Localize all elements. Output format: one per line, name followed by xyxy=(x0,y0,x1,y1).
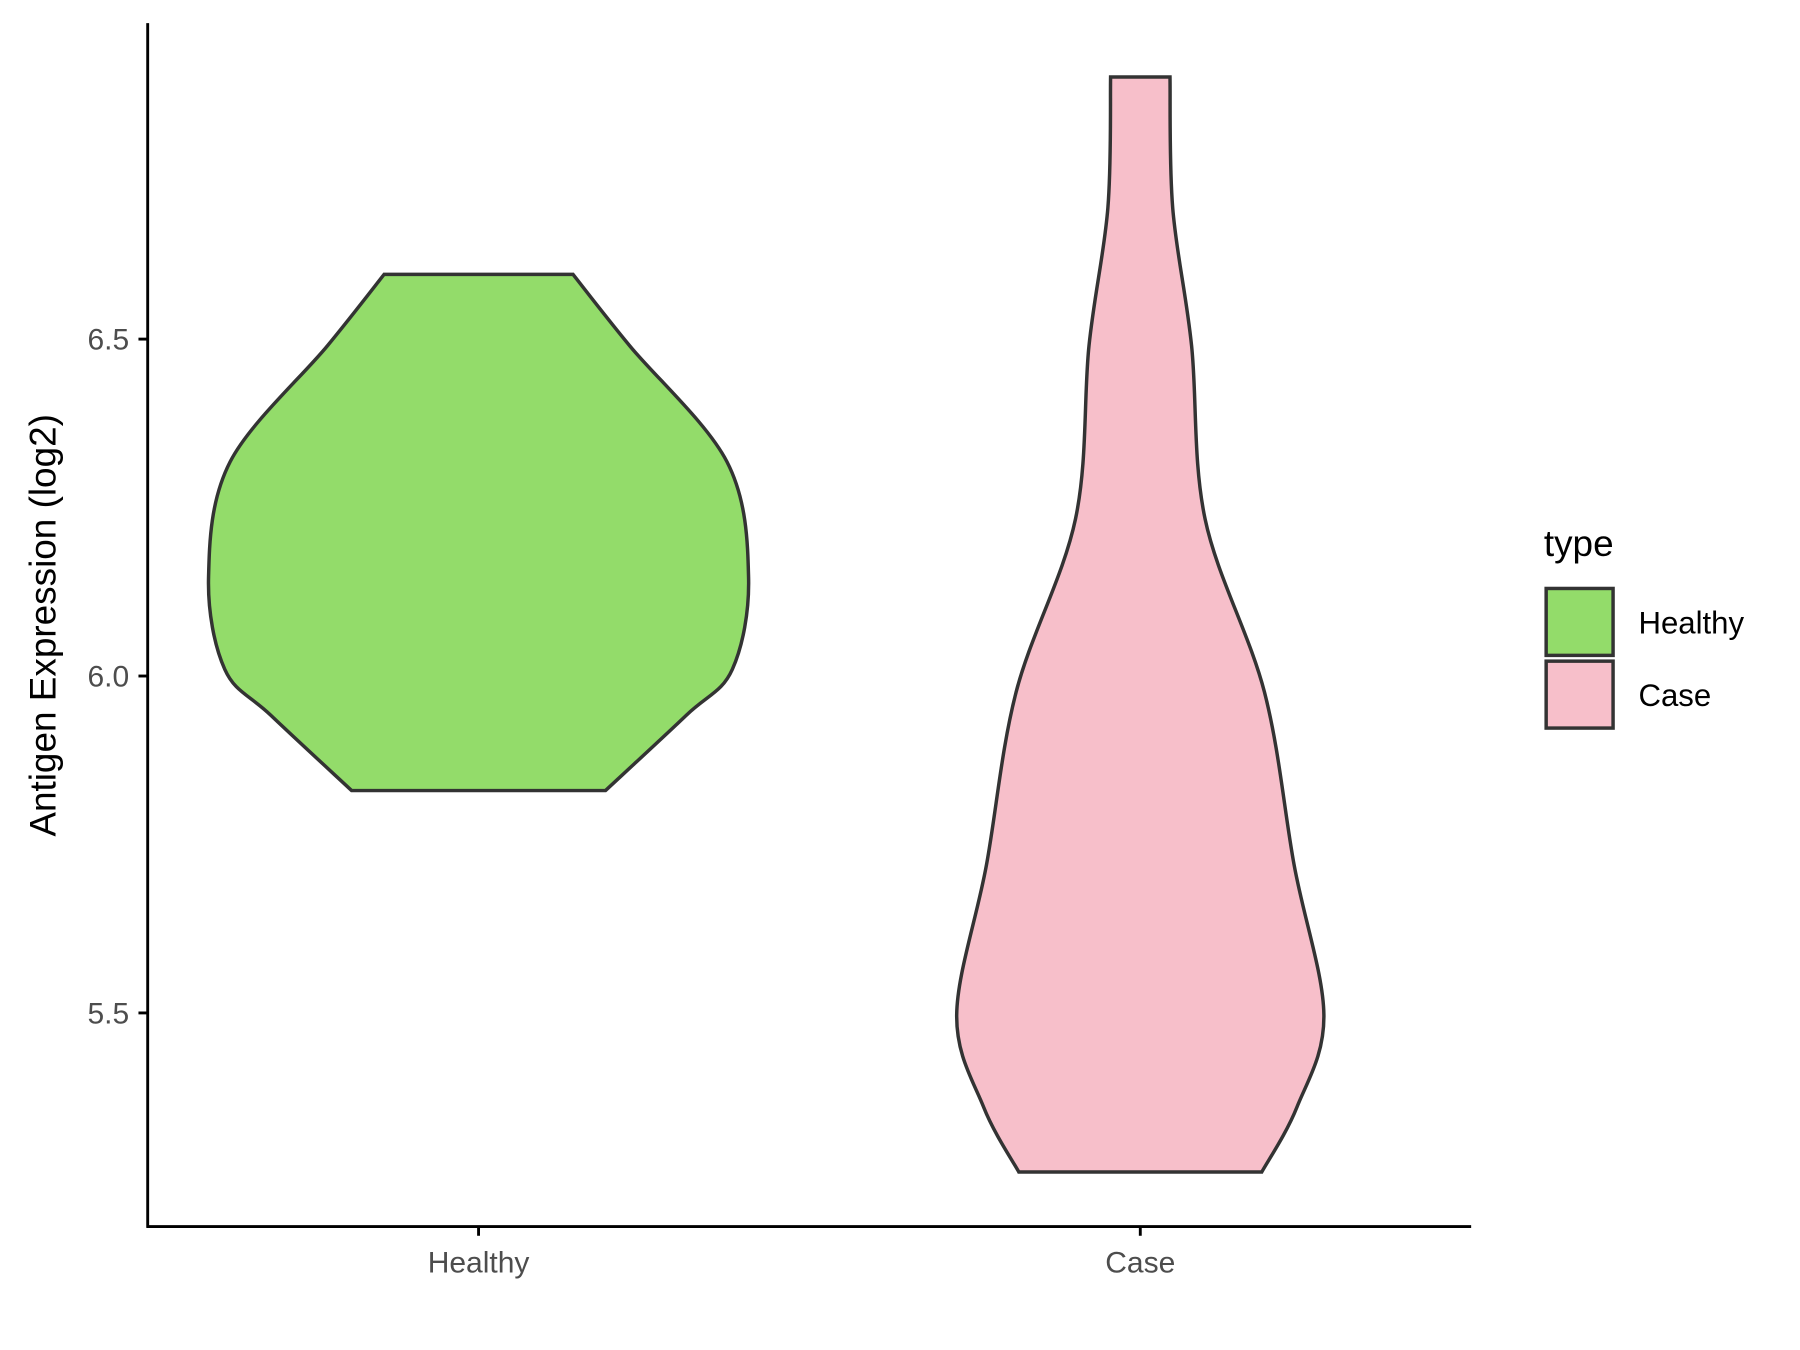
violin xyxy=(954,75,1326,1174)
legend-label: Healthy xyxy=(1638,605,1744,640)
y-tick-label: 5.5 xyxy=(88,997,130,1030)
violin xyxy=(206,272,751,793)
y-tick-label: 6.0 xyxy=(88,660,130,693)
legend-swatch xyxy=(1544,659,1615,730)
x-tick-label: Case xyxy=(1105,1247,1175,1280)
x-tick-label: Healthy xyxy=(428,1247,530,1280)
legend-label: Case xyxy=(1638,678,1711,713)
legend-swatch xyxy=(1544,586,1615,658)
legend-title: type xyxy=(1544,523,1614,564)
y-axis-title: Antigen Expression (log2) xyxy=(22,414,63,837)
y-tick-label: 6.5 xyxy=(88,323,130,356)
